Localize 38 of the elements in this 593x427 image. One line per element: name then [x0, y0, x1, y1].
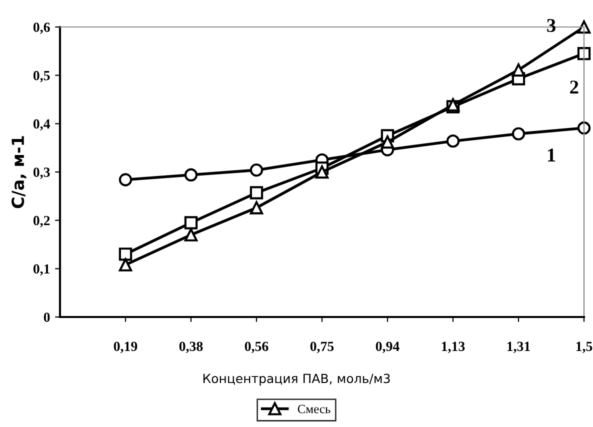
- point: [446, 134, 460, 148]
- y-tick-label: 0,3: [33, 168, 50, 179]
- point: [184, 168, 198, 182]
- point: [577, 121, 591, 135]
- point: [118, 173, 132, 186]
- annotation: 3: [547, 18, 556, 32]
- point: [118, 248, 132, 261]
- x-tick-label: 0,94: [376, 342, 400, 354]
- point: [184, 216, 198, 230]
- point: [118, 258, 132, 272]
- annotation: 2: [570, 80, 578, 94]
- y-tick-label: 0,2: [33, 216, 50, 228]
- y-tick-label: 0,6: [33, 22, 50, 34]
- y-tick-label: 0,5: [33, 70, 50, 82]
- point: [380, 135, 394, 149]
- x-axis-title: Концентрация ПАВ, моль/м3: [203, 374, 390, 386]
- x-tick-label: 0,38: [179, 342, 203, 354]
- x-tick-label: 0,56: [244, 342, 268, 354]
- point: [315, 165, 329, 179]
- x-tick-label: 1,5: [576, 342, 592, 354]
- x-tick-label: 1,13: [442, 342, 465, 354]
- legend-label: Смесь: [298, 404, 330, 414]
- point: [250, 201, 264, 214]
- point: [184, 228, 198, 242]
- point: [577, 20, 591, 34]
- x-tick-label: 1,31: [507, 342, 530, 354]
- point: [250, 163, 264, 177]
- y-axis-title: C/a, м-1: [12, 136, 26, 208]
- point: [512, 127, 526, 140]
- y-tick-label: 0,4: [33, 119, 50, 131]
- point: [250, 186, 264, 200]
- annotation: 1: [548, 148, 556, 162]
- x-tick-label: 0,19: [114, 342, 138, 354]
- x-tick-label: 0,75: [310, 342, 334, 354]
- point: [512, 63, 526, 77]
- y-tick-label: 0,1: [33, 264, 50, 276]
- y-tick-label: 0: [44, 312, 50, 322]
- point: [577, 46, 591, 60]
